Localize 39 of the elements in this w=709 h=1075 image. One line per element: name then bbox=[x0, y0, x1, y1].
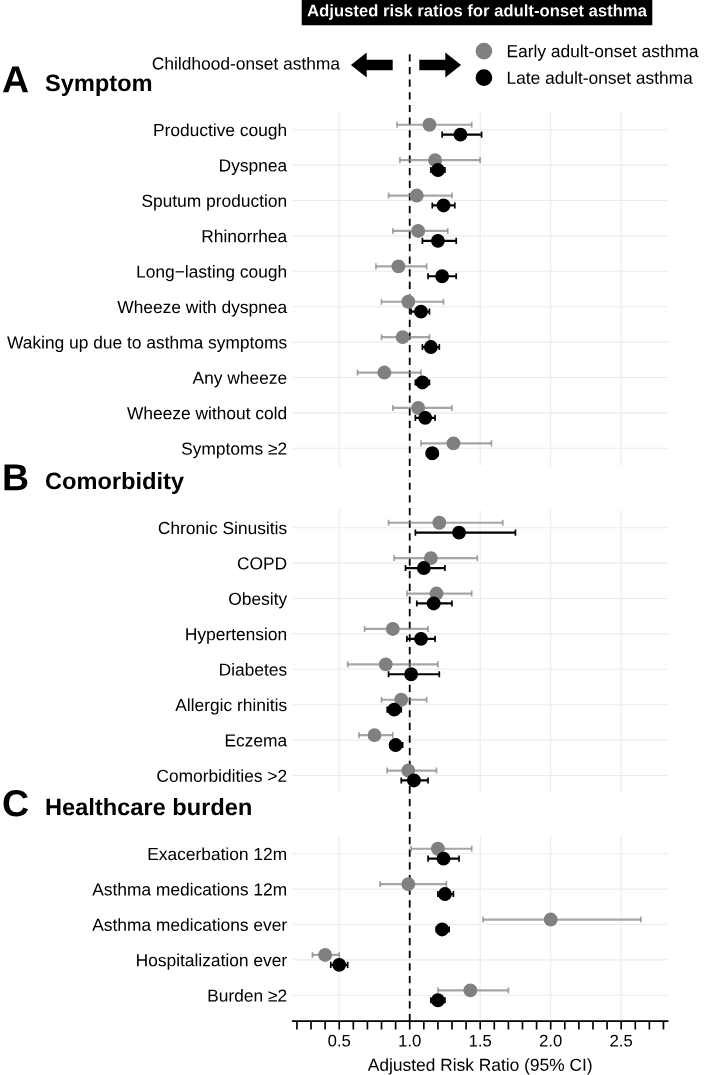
text: B bbox=[4, 464, 28, 491]
x-tick-label: 1.0 bbox=[399, 1034, 421, 1047]
y-tick-label: Obesity bbox=[229, 592, 288, 609]
y-tick-label: Asthma medications ever bbox=[92, 918, 287, 931]
x-axis-title: Adjusted Risk Ratio (95% CI) bbox=[367, 1058, 592, 1075]
x-tick-label: 0.5 bbox=[328, 1034, 351, 1047]
text: Symptom bbox=[45, 74, 152, 96]
y-tick-label: Symptoms ≥2 bbox=[181, 442, 287, 459]
y-tick-label: Asthma medications 12m bbox=[92, 882, 287, 896]
y-tick-label: Hypertension bbox=[186, 627, 287, 644]
y-tick-label: Eczema bbox=[225, 734, 288, 747]
y-tick-label: Productive cough bbox=[154, 123, 287, 140]
x-tick-label: 1.5 bbox=[469, 1034, 492, 1047]
y-tick-label: Any wheeze bbox=[192, 371, 287, 388]
text: C bbox=[3, 790, 29, 817]
y-tick-label: Waking up due to asthma symptoms bbox=[7, 335, 287, 352]
y-tick-label: Wheeze without cold bbox=[127, 406, 287, 420]
y-tick-label: Rhinorrhea bbox=[202, 229, 288, 243]
y-tick-label: Sputum production bbox=[142, 194, 287, 211]
y-tick-label: Wheeze with dyspnea bbox=[117, 300, 288, 317]
text: Childhood-onset asthma bbox=[152, 56, 341, 70]
y-tick-label: Burden ≥2 bbox=[208, 989, 287, 1002]
x-tick-label: 2.5 bbox=[610, 1034, 633, 1047]
y-tick-label: Exacerbation 12m bbox=[148, 847, 287, 861]
y-tick-label: Chronic Sinusitis bbox=[158, 521, 287, 535]
y-tick-label: Allergic rhinitis bbox=[175, 698, 287, 715]
y-tick-label: Hospitalization ever bbox=[137, 953, 287, 970]
x-tick-label: 2.0 bbox=[539, 1034, 562, 1047]
y-tick-label: Diabetes bbox=[220, 663, 287, 676]
legend-label: Late adult-onset asthma bbox=[507, 71, 693, 84]
legend-label: Early adult-onset asthma bbox=[507, 44, 699, 61]
y-tick-label: Dyspnea bbox=[220, 159, 288, 175]
text: Adjusted risk ratios for adult-onset asthma bbox=[307, 4, 648, 20]
y-tick-label: Comorbidities >2 bbox=[157, 769, 287, 782]
chart-title: Healthcare burden bbox=[46, 797, 251, 816]
text: A bbox=[2, 66, 29, 93]
y-tick-label: Long−lasting cough bbox=[137, 265, 287, 282]
chart-title: Comorbidity bbox=[45, 471, 184, 494]
y-tick-label: COPD bbox=[237, 557, 287, 570]
